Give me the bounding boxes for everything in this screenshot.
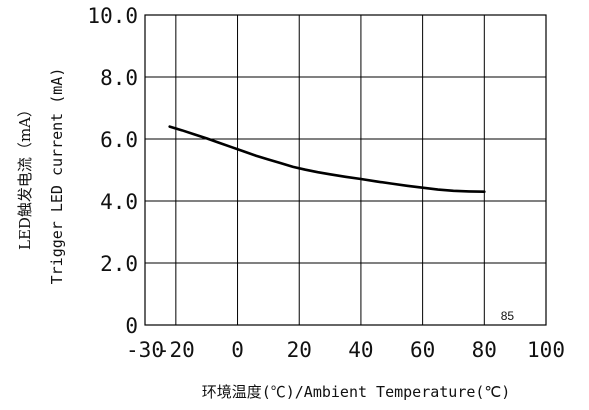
y-tick-label: 4.0: [100, 190, 138, 214]
x-tick-label: 100: [527, 338, 565, 362]
x-axis-title: 环境温度(℃)/Ambient Temperature(℃): [202, 383, 511, 401]
y-tick-label: 6.0: [100, 128, 138, 152]
x-tick-label: 60: [410, 338, 435, 362]
x-tick-label: -20: [157, 338, 195, 362]
grid: [145, 15, 546, 325]
x-tick-label: -30: [126, 338, 164, 362]
y-tick-label: 8.0: [100, 66, 138, 90]
y-axis-title-line-1: LED触发电流（mA）: [16, 102, 34, 250]
x-tick-label: 80: [472, 338, 497, 362]
x-axis-ticks: -30-20 0 20 40 60 80 100: [126, 338, 565, 362]
plot-frame: [144, 14, 547, 326]
x-tick-label: 40: [348, 338, 373, 362]
y-tick-label: 10.0: [87, 4, 138, 28]
y-tick-label: 2.0: [100, 252, 138, 276]
y-axis-ticks: 10.0 8.0 6.0 4.0 2.0 0: [87, 4, 138, 338]
x-tick-label: 20: [287, 338, 312, 362]
y-tick-label: 0: [125, 314, 138, 338]
y-axis-title-line-2: Trigger LED current (mA): [48, 68, 66, 285]
x-tick-label: 0: [231, 338, 244, 362]
series-layer: [168, 125, 486, 193]
series-line-1: [168, 125, 486, 193]
annotation-85: 85: [501, 309, 515, 323]
